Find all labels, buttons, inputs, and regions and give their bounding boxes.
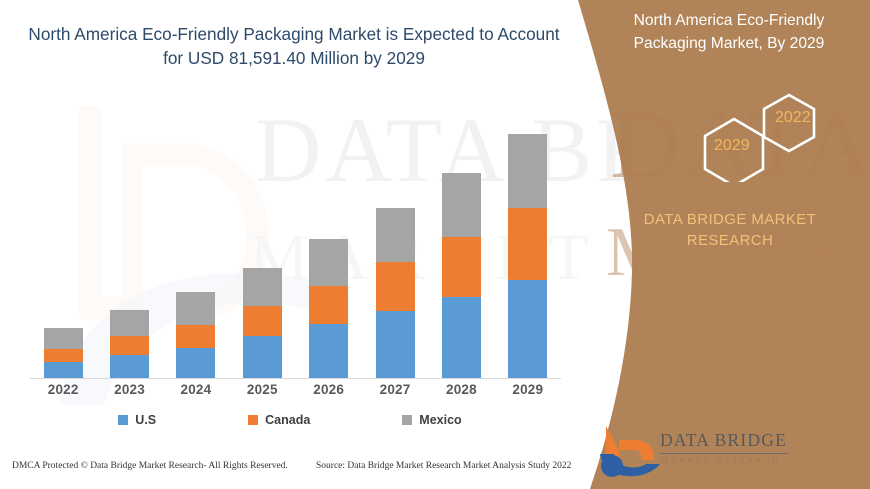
brand-name-line-1: DATA BRIDGE MARKET	[643, 211, 817, 228]
chart-bar-segment-us	[508, 279, 548, 378]
watermark-swoosh	[52, 255, 352, 405]
chart-bar	[242, 268, 282, 378]
chart-bar-segment-us	[242, 336, 282, 378]
hexagon-group: 2022 2029	[690, 92, 830, 188]
chart-bar-segment-us	[375, 310, 415, 378]
chart-bar	[508, 134, 548, 378]
chart-bar-segment-canada	[375, 262, 415, 311]
source-note: Source: Data Bridge Market Research Mark…	[316, 461, 572, 471]
logo-tagline: MARKET RESEARCH	[661, 455, 781, 464]
legend-label: Canada	[265, 413, 311, 427]
chart-x-label: 2025	[246, 382, 278, 397]
chart-bar-column	[30, 100, 96, 378]
chart-x-label: 2027	[379, 382, 411, 397]
chart-axis-line	[30, 378, 561, 379]
chart-bar-segment-mexico	[375, 208, 415, 263]
chart-bar-segment-canada	[110, 336, 150, 355]
legend-swatch-icon	[248, 415, 259, 425]
chart-bar-segment-mexico	[43, 328, 83, 350]
chart-bar-segment-us	[441, 297, 481, 378]
legend-item[interactable]: Canada	[248, 413, 310, 427]
legend-item[interactable]: U.S	[118, 413, 156, 427]
chart-bar-segment-canada	[242, 306, 282, 337]
dmca-notice: DMCA Protected © Data Bridge Market Rese…	[12, 461, 288, 471]
chart-bar-segment-us	[110, 354, 150, 378]
hexagon-year-2029: 2029	[714, 137, 750, 154]
chart-bar-column	[428, 100, 494, 378]
stacked-bar-chart: 2022 2023 2024 2025 2026 2027 2028 2029	[0, 100, 575, 400]
chart-bar-segment-us	[43, 361, 83, 378]
chart-bar-column	[296, 100, 362, 378]
chart-bar-segment-canada	[508, 208, 548, 280]
chart-x-label: 2026	[313, 382, 345, 397]
panel-heading: North America Eco-Friendly Packaging Mar…	[633, 12, 825, 52]
chart-bar-column	[96, 100, 162, 378]
chart-bar-column	[163, 100, 229, 378]
data-bridge-logo: DATA BRIDGE MARKET RESEARCH	[592, 424, 822, 480]
page-title: North America Eco-Friendly Packaging Mar…	[28, 24, 560, 69]
chart-bar-segment-canada	[43, 349, 83, 362]
chart-x-label: 2023	[114, 382, 145, 397]
chart-x-label: 2028	[446, 382, 477, 397]
legend-label: Mexico	[419, 413, 462, 427]
chart-bar	[375, 208, 415, 378]
chart-x-label: 2029	[512, 382, 544, 397]
logo-divider	[660, 453, 788, 454]
legend-label: U.S	[135, 413, 157, 427]
chart-x-label: 2024	[180, 382, 212, 397]
chart-bar-column	[495, 100, 561, 378]
chart-bar-segment-canada	[441, 236, 481, 298]
chart-bar-segment-us	[176, 347, 216, 378]
chart-bar	[43, 328, 83, 378]
chart-bar-segment-mexico	[309, 239, 349, 286]
hexagon-year-2022: 2022	[775, 109, 811, 126]
legend-item[interactable]: Mexico	[402, 413, 462, 427]
chart-x-axis-labels: 2022 2023 2024 2025 2026 2027 2028 2029	[30, 382, 561, 406]
chart-bar-segment-mexico	[441, 173, 481, 237]
chart-bar	[176, 292, 216, 378]
chart-bar-segment-canada	[176, 324, 216, 348]
legend-swatch-icon	[118, 415, 129, 425]
chart-x-label: 2022	[47, 382, 79, 397]
watermark-right-secondary: MARKET RESEARCH	[606, 214, 870, 291]
brand-name-line-2: RESEARCH	[686, 232, 774, 249]
chart-bar-column	[362, 100, 428, 378]
logo-wordmark: DATA BRIDGE	[660, 430, 788, 450]
chart-bar-segment-mexico	[176, 292, 216, 325]
chart-bar-column	[229, 100, 295, 378]
chart-bar	[309, 239, 349, 378]
chart-bars-container	[30, 100, 561, 378]
chart-bar	[110, 309, 150, 378]
chart-bar-segment-mexico	[110, 309, 150, 337]
chart-bar-segment-us	[309, 323, 349, 378]
chart-legend: U.S Canada Mexico	[30, 413, 550, 427]
chart-bar-segment-mexico	[242, 268, 282, 307]
legend-swatch-icon	[402, 415, 413, 425]
chart-bar	[441, 173, 481, 378]
chart-bar-segment-mexico	[508, 134, 548, 209]
chart-bar-segment-canada	[309, 285, 349, 324]
